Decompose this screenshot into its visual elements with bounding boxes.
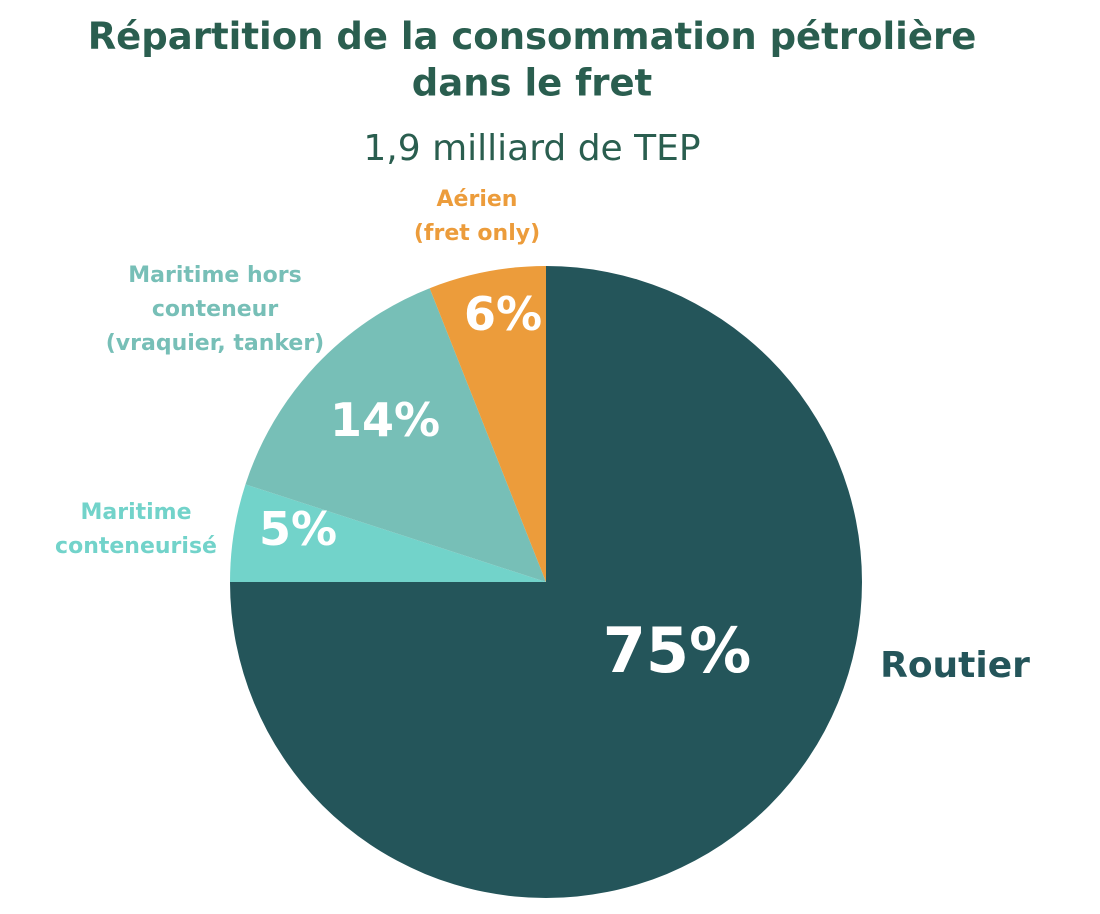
value-label: 14% (330, 393, 440, 447)
value-label: 5% (259, 502, 337, 556)
chart-subtitle: 1,9 milliard de TEP (363, 128, 700, 169)
category-label: Routier (880, 645, 1030, 686)
pie-slice (429, 266, 546, 582)
category-label: Aérien (fret only) (414, 187, 540, 246)
value-label: 6% (464, 287, 542, 341)
chart-title: Répartition de la consommation pétrolièr… (88, 15, 977, 104)
category-label: Maritime hors conteneur (vraquier, tanker) (106, 263, 325, 356)
pie-slice (245, 288, 547, 582)
pie-slice (230, 484, 546, 582)
category-label: Maritime conteneurisé (55, 500, 217, 559)
value-label: 75% (603, 614, 751, 687)
